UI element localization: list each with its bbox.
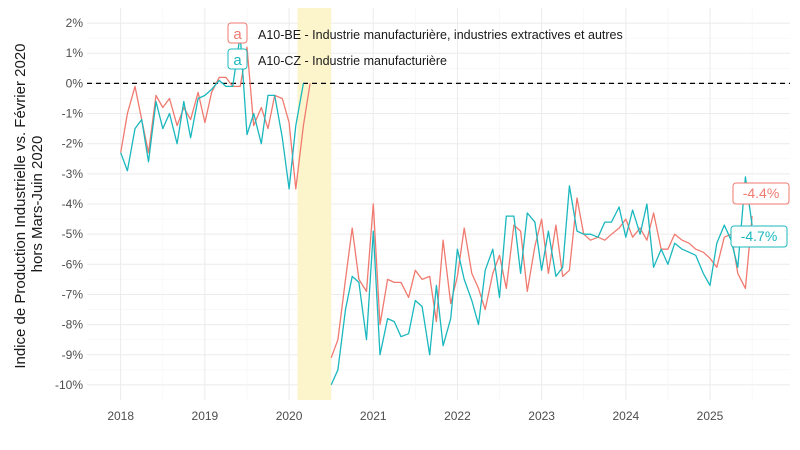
- x-tick-label: 2020: [276, 409, 303, 423]
- y-tick-label: -3%: [62, 167, 84, 181]
- end-value-labels: -4.4% -4.7%: [730, 182, 790, 248]
- y-tick-label: -7%: [62, 287, 84, 301]
- x-tick-label: 2023: [528, 409, 555, 423]
- legend-key-glyph-cz: a: [233, 52, 242, 69]
- series-line-be-segment-2: [330, 197, 753, 359]
- legend-key-box-be: [227, 22, 248, 44]
- y-tick-label: -1%: [62, 107, 84, 121]
- legend-label-cz: A10-CZ - Industrie manufacturière: [258, 54, 447, 68]
- y-tick-label: 1%: [66, 46, 84, 60]
- excluded-period-shading: [297, 8, 332, 400]
- y-axis-title: Indice de Production Industrielle vs. Fé…: [12, 39, 46, 368]
- legend-key-glyph-be: a: [233, 26, 242, 43]
- y-tick-label: -9%: [62, 348, 84, 362]
- y-tick-label: -6%: [62, 257, 84, 271]
- x-tick-label: 2018: [107, 409, 134, 423]
- y-tick-label: -10%: [55, 378, 83, 392]
- x-tick-label: 2019: [192, 409, 219, 423]
- x-tick-label: 2025: [697, 409, 724, 423]
- end-label-box-be: [732, 182, 790, 205]
- y-tick-label: 0%: [66, 76, 84, 90]
- y-tick-label: -2%: [62, 137, 84, 151]
- legend-item-cz: a A10-CZ - Industrie manufacturière: [227, 48, 447, 70]
- y-tick-label: -5%: [62, 227, 84, 241]
- x-tick-label: 2021: [360, 409, 387, 423]
- series-layer: [120, 34, 753, 386]
- grid-lines: [87, 8, 790, 400]
- x-axis-ticks: 2018 2019 2020 2021 2022 2023 2024 2025: [107, 409, 723, 423]
- end-label-text-be: -4.4%: [743, 185, 780, 201]
- y-axis-title-line-1: Indice de Production Industrielle vs. Fé…: [12, 43, 29, 368]
- end-label-box-cz: [730, 225, 788, 248]
- y-axis-ticks: 2% 1% 0% -1% -2% -3% -4% -5% -6% -7% -8% -9% -10%: [55, 16, 83, 392]
- end-label-be: -4.4%: [732, 182, 790, 205]
- end-label-cz: -4.7%: [730, 225, 788, 248]
- y-tick-label: 2%: [66, 16, 84, 30]
- series-line-cz-segment-2: [330, 176, 753, 386]
- series-line-cz-segment-1: [120, 34, 305, 190]
- y-tick-label: -4%: [62, 197, 84, 211]
- x-tick-label: 2024: [612, 409, 639, 423]
- y-tick-label: -8%: [62, 318, 84, 332]
- end-label-text-cz: -4.7%: [741, 228, 778, 244]
- legend-key-box-cz: [227, 48, 248, 70]
- legend: a A10-BE - Industrie manufacturière, ind…: [227, 22, 623, 70]
- x-tick-label: 2022: [444, 409, 471, 423]
- legend-label-be: A10-BE - Industrie manufacturière, indus…: [258, 28, 623, 42]
- legend-item-be: a A10-BE - Industrie manufacturière, ind…: [227, 22, 623, 44]
- y-axis-title-line-2: hors Mars-Juin 2020: [29, 136, 46, 273]
